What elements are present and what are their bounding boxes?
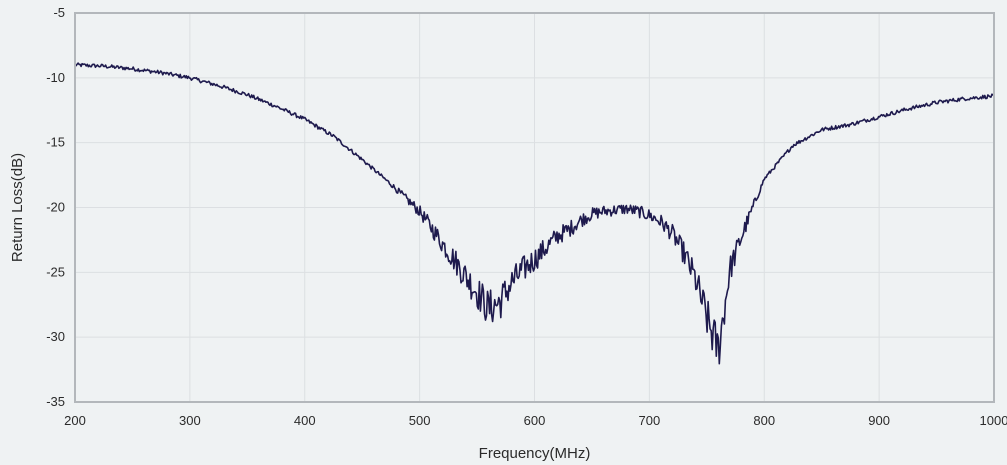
x-tick-label: 600: [524, 413, 546, 428]
y-tick-label: -25: [46, 264, 65, 279]
x-tick-label: 1000: [980, 413, 1007, 428]
y-axis-label: Return Loss(dB): [9, 153, 26, 262]
y-tick-label: -10: [46, 70, 65, 85]
y-tick-label: -5: [53, 5, 65, 20]
x-tick-label: 300: [179, 413, 201, 428]
y-tick-label: -20: [46, 200, 65, 215]
y-tick-label: -15: [46, 135, 65, 150]
y-tick-label: -30: [46, 329, 65, 344]
x-tick-label: 700: [639, 413, 661, 428]
x-tick-label: 400: [294, 413, 316, 428]
return-loss-series-line: [74, 62, 995, 365]
plot-frame: [74, 12, 995, 403]
y-tick-label: -35: [46, 394, 65, 409]
x-tick-label: 800: [753, 413, 775, 428]
x-tick-label: 200: [64, 413, 86, 428]
x-tick-label: 900: [868, 413, 890, 428]
x-tick-labels: 200 300 400 500 600 700 800 900 1000: [64, 413, 1007, 428]
series-layer: [74, 62, 995, 365]
x-axis-label: Frequency(MHz): [479, 445, 591, 462]
y-tick-labels: -35 -30 -25 -20 -15 -10 -5: [46, 5, 65, 409]
x-tick-label: 500: [409, 413, 431, 428]
